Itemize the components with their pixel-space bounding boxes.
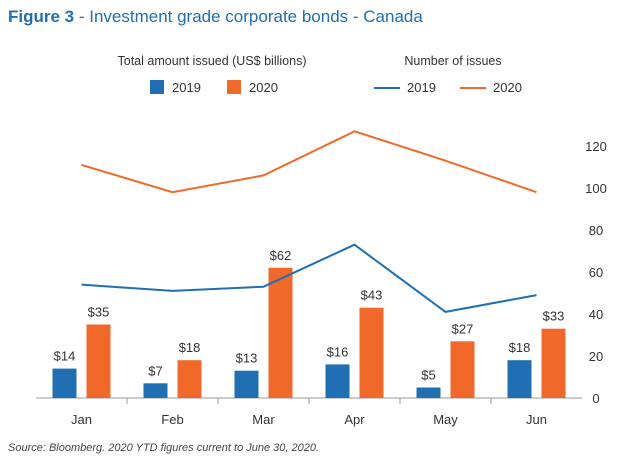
bar-value-label: $13 — [236, 351, 258, 366]
x-tick-label: Feb — [161, 412, 183, 427]
legend-swatch-bar-2020 — [227, 80, 241, 94]
bar-2019-jan — [52, 368, 77, 398]
bar-value-label: $43 — [361, 288, 383, 303]
bar-value-label: $7 — [148, 363, 162, 378]
x-tick-label: Jun — [526, 412, 547, 427]
bar-2019-apr — [325, 364, 350, 398]
right-axis-tick-label: 0 — [592, 391, 599, 406]
bar-legend-title: Total amount issued (US$ billions) — [118, 54, 307, 68]
bar-value-label: $27 — [452, 321, 474, 336]
data-labels: $14 $7 $13 $16 $5 $18 $35 $18 $62 $43 $27 $33 — [54, 248, 565, 383]
figure-title-separator: - — [74, 7, 90, 26]
figure-title: Figure 3 - Investment grade corporate bo… — [8, 7, 423, 27]
legend-label-line-2020: 2020 — [493, 80, 522, 95]
bar-2020-feb — [177, 360, 202, 398]
bar-2019-feb — [143, 383, 168, 398]
right-axis-tick-label: 40 — [589, 307, 603, 322]
bar-value-label: $18 — [509, 340, 531, 355]
bar-value-label: $18 — [179, 340, 201, 355]
line-series-2019 — [81, 243, 537, 313]
bars — [52, 267, 566, 398]
line-series-2020 — [81, 130, 537, 194]
bar-value-label: $14 — [54, 349, 76, 364]
figure-label: Figure 3 — [8, 7, 75, 26]
bar-2020-jan — [86, 324, 111, 398]
source-note: Source: Bloomberg. 2020 YTD figures curr… — [8, 442, 320, 454]
right-axis-tick-label: 20 — [589, 349, 603, 364]
x-tick-label: Jan — [71, 412, 92, 427]
legend-label-bar-2019: 2019 — [172, 80, 201, 95]
bar-2020-may — [450, 341, 475, 398]
bar-2019-jun — [507, 360, 532, 398]
bar-value-label: $35 — [88, 305, 110, 320]
bar-2019-may — [416, 387, 441, 398]
bar-2020-jun — [541, 328, 566, 398]
x-tick-label: Mar — [252, 412, 275, 427]
right-axis-tick-label: 80 — [589, 223, 603, 238]
bar-value-label: $33 — [543, 309, 565, 324]
right-axis-tick-label: 120 — [585, 139, 607, 154]
line-legend-title: Number of issues — [404, 54, 501, 68]
legend: 2019 2020 2019 2020 — [150, 80, 522, 95]
x-tick-label: May — [433, 412, 458, 427]
lines — [81, 130, 537, 313]
legend-swatch-bar-2019 — [150, 80, 164, 94]
x-tick-label: Apr — [344, 412, 365, 427]
right-axis-tick-label: 60 — [589, 265, 603, 280]
bar-2019-mar — [234, 370, 259, 398]
right-axis-tick-label: 100 — [585, 181, 607, 196]
axes: Jan Feb Mar Apr May Jun 0 20 40 60 80 100 120 — [36, 139, 607, 427]
legend-label-line-2019: 2019 — [407, 80, 436, 95]
bar-value-label: $5 — [421, 368, 435, 383]
legend-label-bar-2020: 2020 — [249, 80, 278, 95]
bar-value-label: $16 — [327, 344, 349, 359]
bar-2020-apr — [359, 307, 384, 398]
bar-value-label: $62 — [270, 248, 292, 263]
bar-2020-mar — [268, 267, 293, 398]
figure-title-text: Investment grade corporate bonds - Canad… — [89, 7, 423, 26]
